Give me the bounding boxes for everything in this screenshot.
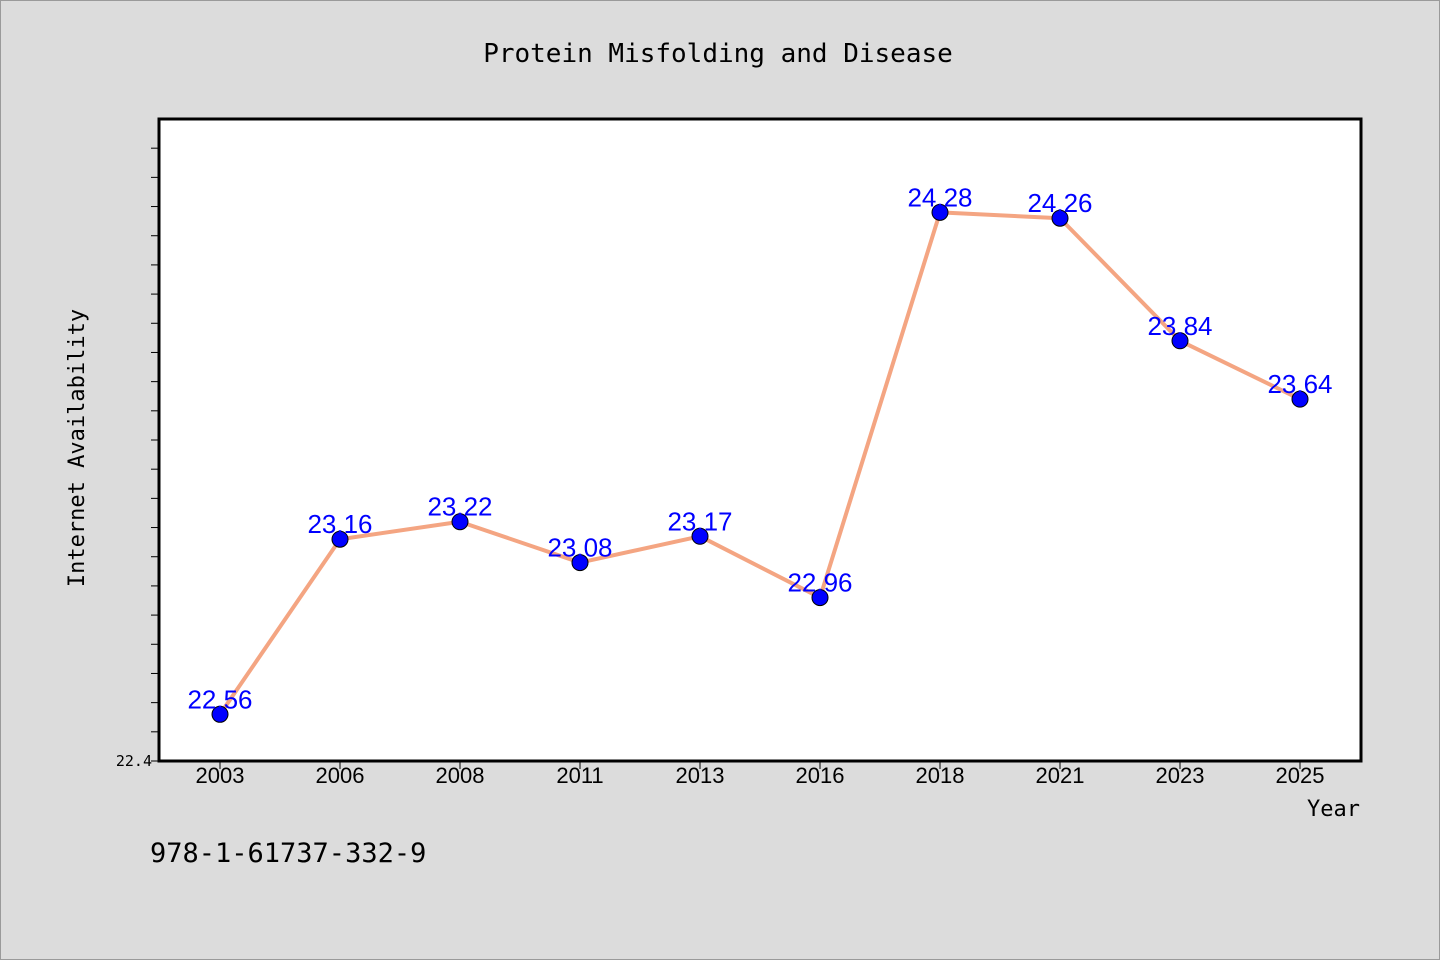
x-tick-label: 2018: [916, 763, 965, 788]
data-point: [811, 589, 829, 607]
data-point: [1171, 332, 1189, 350]
chart-title: Protein Misfolding and Disease: [483, 39, 953, 69]
data-label: 23.08: [547, 533, 612, 563]
isbn-text: 978-1-61737-332-9: [150, 838, 426, 869]
x-axis-label: Year: [1307, 797, 1360, 822]
data-point: [571, 554, 589, 572]
x-tick-label: 2013: [676, 763, 725, 788]
x-tick-label: 2008: [436, 763, 485, 788]
x-axis-ticks: 2003 2006 2008 2011 2013 2016 2018 2021 2023 2025: [196, 761, 1325, 788]
x-tick-label: 2021: [1036, 763, 1085, 788]
data-label: 24.26: [1027, 188, 1092, 218]
data-label: 24.28: [907, 182, 972, 212]
data-label: 23.84: [1147, 311, 1212, 341]
plot-area: [157, 117, 1363, 763]
data-label: 23.16: [307, 509, 372, 539]
data-point: [1291, 390, 1309, 408]
x-tick-label: 2003: [196, 763, 245, 788]
series-group: 22.56 23.16 23.22 23.08 23.17 22.96 24.28 24.26…: [187, 182, 1333, 723]
y-axis-label: Internet Availability: [65, 309, 90, 587]
data-label: 23.17: [667, 506, 732, 536]
data-label: 22.56: [187, 684, 252, 714]
data-point: [691, 527, 709, 545]
data-point: [1051, 209, 1069, 227]
x-tick-label: 2011: [556, 763, 603, 788]
data-label: 22.96: [787, 568, 852, 598]
data-label: 23.64: [1267, 369, 1332, 399]
x-tick-label: 2016: [796, 763, 845, 788]
data-label: 23.22: [427, 492, 492, 522]
data-point: [211, 705, 229, 723]
y-tick-label: 22.4: [116, 752, 152, 770]
y-axis-ticks: [151, 147, 159, 762]
data-point: [331, 530, 349, 548]
series-line: [218, 210, 1301, 716]
data-point: [931, 203, 949, 221]
x-tick-label: 2023: [1156, 763, 1205, 788]
data-point: [451, 513, 469, 531]
x-tick-label: 2006: [316, 763, 365, 788]
x-tick-label: 2025: [1276, 763, 1325, 788]
